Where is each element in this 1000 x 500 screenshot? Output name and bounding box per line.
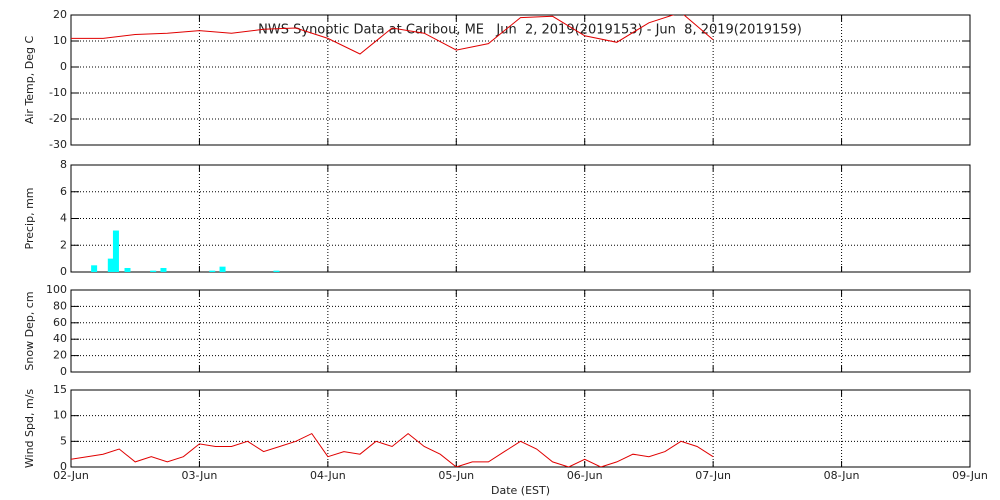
plot-frame — [70, 389, 971, 468]
bar — [91, 265, 98, 272]
x-tick-label: 02-Jun — [53, 469, 89, 482]
y-tick-label: 40 — [53, 332, 67, 345]
y-tick-label: 15 — [53, 383, 67, 396]
bar — [107, 258, 114, 272]
bar — [124, 267, 131, 272]
y-tick-label: 2 — [60, 238, 67, 251]
y-tick-label: 0 — [60, 460, 67, 473]
y-axis-label: Precip, mm — [23, 188, 36, 250]
y-tick-label: 60 — [53, 316, 67, 329]
x-tick-label: 06-Jun — [567, 469, 603, 482]
x-tick-label: 07-Jun — [695, 469, 731, 482]
bar — [160, 267, 167, 272]
chart-title: NWS Synoptic Data at Caribou, ME Jun 2, … — [258, 23, 802, 38]
bar — [209, 270, 216, 272]
data-line — [71, 432, 714, 467]
y-tick-label: 20 — [53, 8, 67, 21]
y-tick-label: 0 — [60, 60, 67, 73]
bar — [219, 266, 226, 272]
bar — [273, 270, 280, 272]
plot-frame — [70, 14, 971, 146]
y-tick-label: 8 — [60, 158, 67, 171]
bar — [112, 230, 119, 272]
x-axis-label: Date (EST) — [491, 484, 550, 497]
y-tick-label: -30 — [49, 138, 67, 151]
y-axis-label: Snow Dep, cm — [23, 291, 36, 370]
y-tick-label: 0 — [60, 365, 67, 378]
y-tick-label: 10 — [53, 34, 67, 47]
y-axis-label: Air Temp, Deg C — [23, 36, 36, 125]
plot-frame — [70, 289, 971, 373]
y-tick-label: -20 — [49, 112, 67, 125]
y-tick-label: 10 — [53, 409, 67, 422]
y-axis-label: Wind Spd, m/s — [23, 389, 36, 469]
x-tick-label: 08-Jun — [824, 469, 860, 482]
y-tick-label: 80 — [53, 299, 67, 312]
x-tick-label: 05-Jun — [438, 469, 474, 482]
y-tick-label: 6 — [60, 185, 67, 198]
y-tick-label: 20 — [53, 349, 67, 362]
data-line — [71, 15, 714, 55]
x-tick-label: 04-Jun — [310, 469, 346, 482]
x-tick-label: 03-Jun — [182, 469, 218, 482]
x-tick-label: 09-Jun — [952, 469, 988, 482]
bar — [150, 270, 157, 272]
y-tick-label: 0 — [60, 265, 67, 278]
y-tick-label: -10 — [49, 86, 67, 99]
y-tick-label: 100 — [46, 283, 67, 296]
y-tick-label: 4 — [60, 212, 67, 225]
y-tick-label: 5 — [60, 434, 67, 447]
plot-frame — [70, 164, 971, 273]
